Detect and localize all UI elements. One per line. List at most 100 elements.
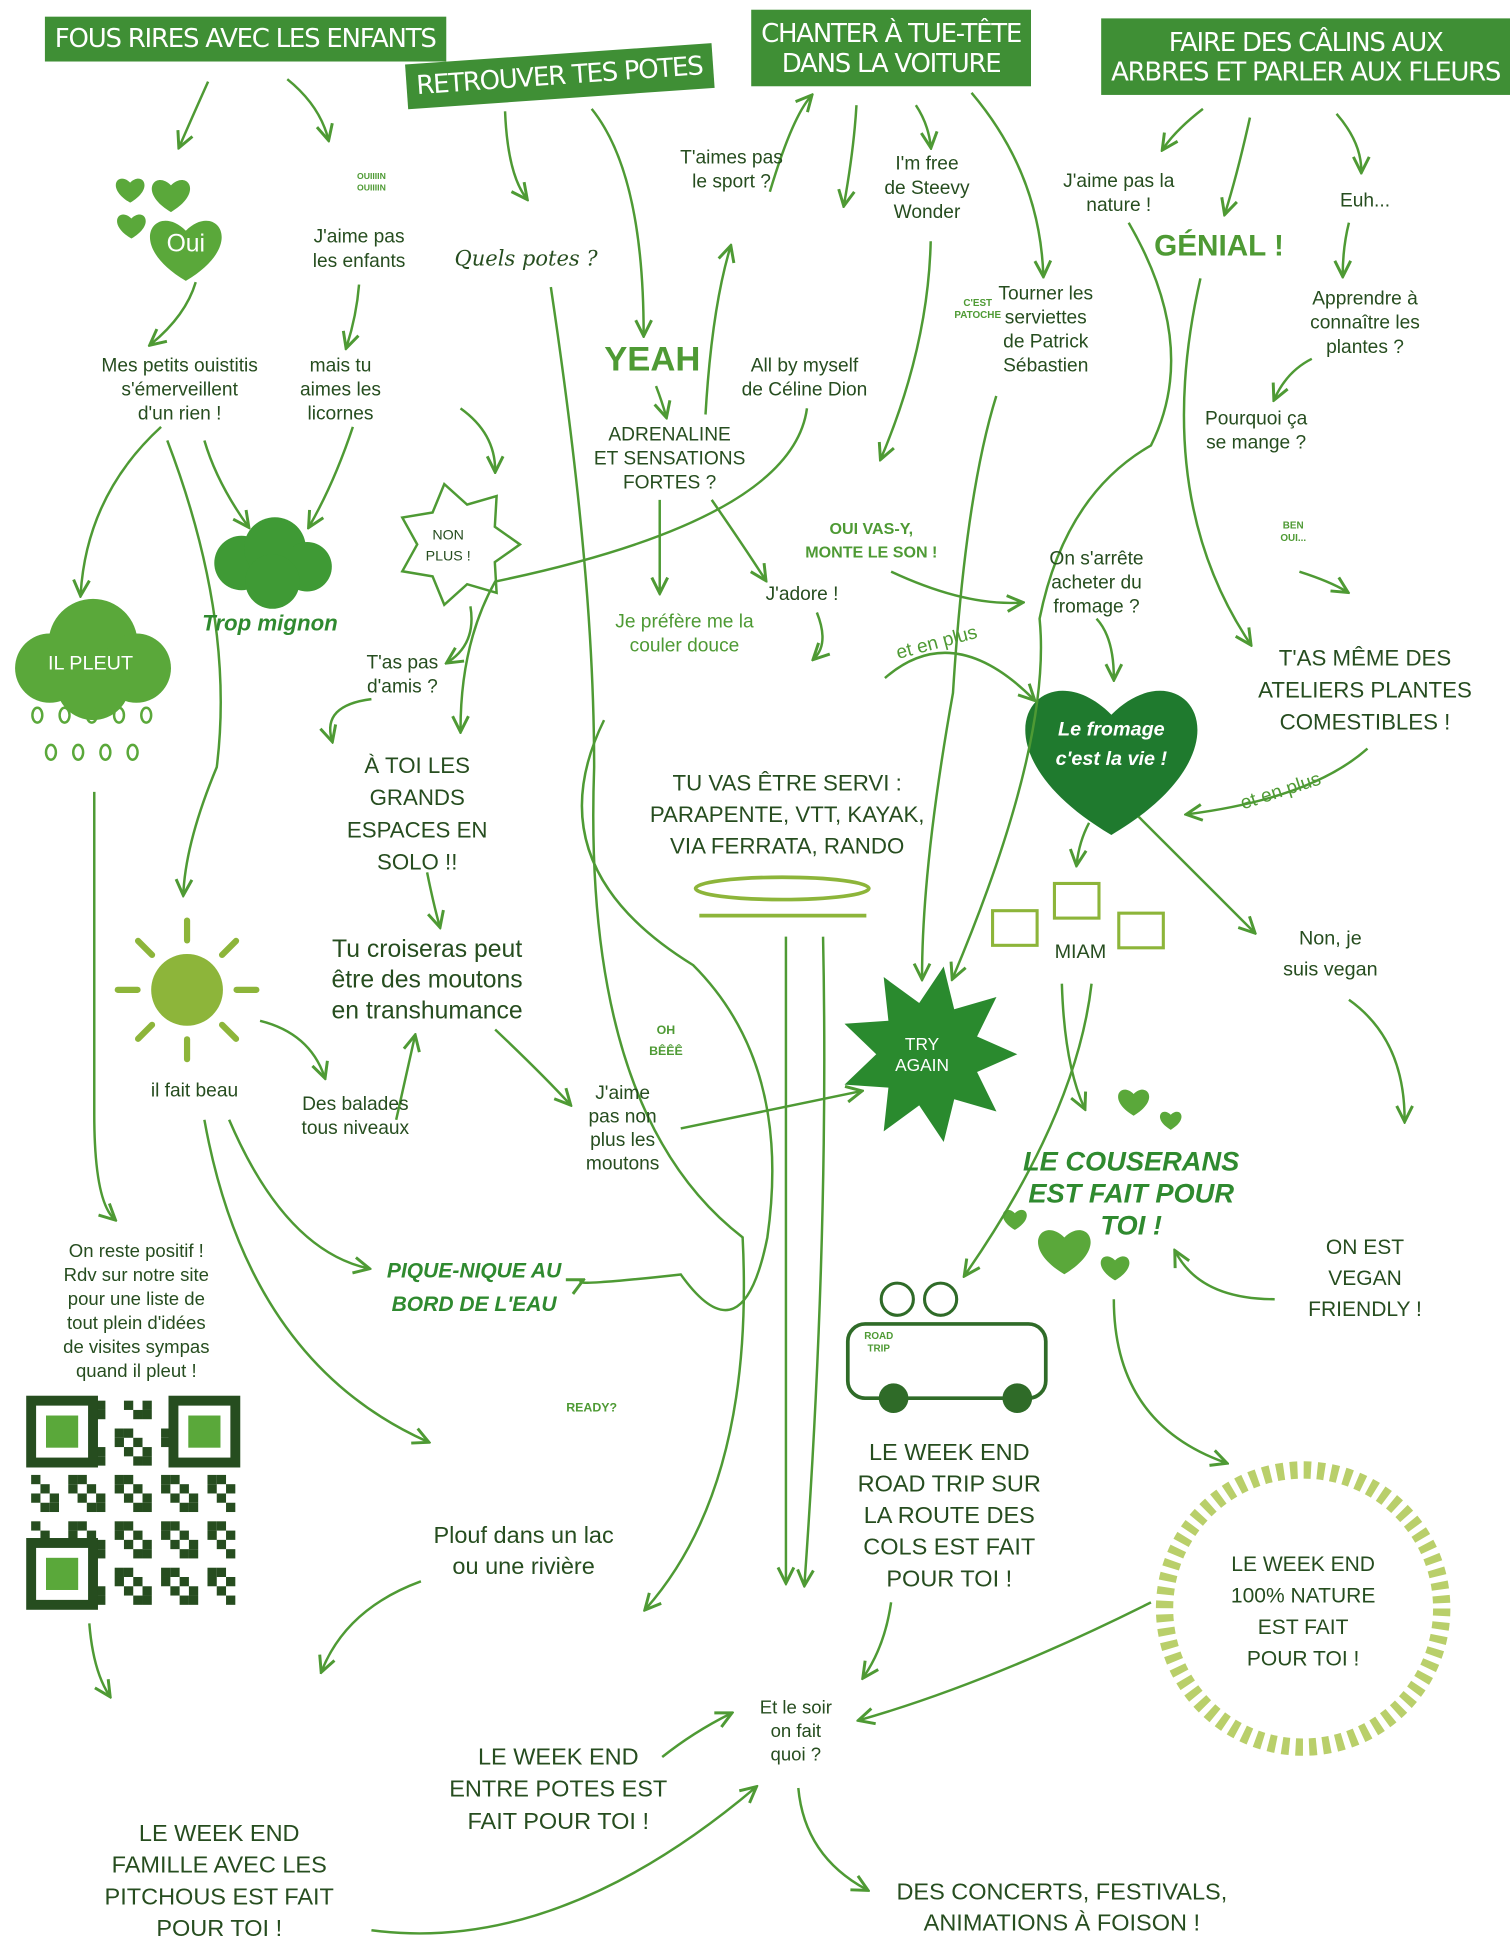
node-text: BEN [1283, 520, 1304, 531]
qr-cell [180, 1484, 189, 1493]
node-text: Plouf dans un lac [433, 1522, 614, 1548]
qr-cell [217, 1568, 226, 1577]
arrow [1163, 109, 1203, 149]
rain-drop [60, 708, 70, 723]
qr-cell [78, 1521, 87, 1530]
node-text: On reste positif ! [69, 1240, 204, 1261]
sun-ray [138, 1025, 152, 1039]
node-text: être des moutons [332, 967, 523, 994]
node-text: T'aimes pas [680, 147, 783, 168]
heart-icon [117, 215, 146, 239]
node-text: ROAD [864, 1331, 893, 1342]
node-text: MIAM [1055, 941, 1107, 963]
qr-cell [115, 1577, 124, 1586]
sun-ray [138, 941, 152, 955]
qr-cell [124, 1521, 133, 1530]
node: NONPLUS ! [426, 528, 471, 565]
node-text: Pourquoi ça [1205, 409, 1308, 430]
node-text: ADRENALINE [608, 425, 730, 446]
qr-cell [189, 1503, 198, 1512]
node-text: SOLO !! [377, 850, 457, 875]
node-text: DES CONCERTS, FESTIVALS, [896, 1878, 1227, 1904]
qr-cell [124, 1447, 133, 1456]
arrow [1299, 572, 1346, 592]
node-text: de Steevy [884, 178, 970, 199]
qr-cell [170, 1521, 179, 1530]
node: Je préfère me lacouler douce [615, 611, 754, 656]
node-text: GÉNIAL ! [1154, 228, 1284, 262]
arrow [1097, 619, 1114, 678]
qr-cell [226, 1596, 235, 1605]
node-text: suis vegan [1283, 958, 1378, 980]
node-text: J'aime pas la [1063, 171, 1175, 192]
qr-cell [124, 1540, 133, 1549]
arrow [427, 872, 439, 925]
node-text: Euh... [1340, 191, 1390, 212]
arrow [1337, 114, 1362, 171]
qr-cell [143, 1410, 152, 1419]
node: LE WEEK ENDFAMILLE AVEC LESPITCHOUS EST … [105, 1820, 334, 1941]
node-text: ATELIERS PLANTES [1258, 678, 1472, 703]
node-text: LE WEEK END [869, 1439, 1030, 1465]
node-text: ROAD TRIP SUR [858, 1471, 1041, 1497]
node-text: POUR TOI ! [1247, 1647, 1360, 1670]
rain-drop [114, 708, 124, 723]
node: J'aime pasles enfants [313, 227, 406, 272]
node: PIQUE-NIQUE AUBORD DE L'EAU [387, 1260, 562, 1316]
arrow [495, 1029, 569, 1103]
qr-cell [170, 1540, 179, 1549]
arrow [1343, 223, 1349, 275]
qr-cell [207, 1568, 216, 1577]
node-text: ou une rivière [452, 1553, 594, 1579]
qr-cell [143, 1401, 152, 1410]
qr-cell [68, 1475, 77, 1484]
qr-cell [115, 1429, 124, 1438]
header-banner: RETROUVER TES POTES [405, 43, 715, 109]
qr-cell [68, 1521, 77, 1530]
node-text: se mange ? [1206, 433, 1306, 454]
node: DES CONCERTS, FESTIVALS,ANIMATIONS À FOI… [896, 1878, 1227, 1935]
qr-cell [226, 1577, 235, 1586]
node-text: EST FAIT POUR [1028, 1177, 1234, 1208]
node: BENOUI... [1280, 520, 1306, 543]
qr-cell [226, 1531, 235, 1540]
bike-wheel [925, 1283, 957, 1315]
qr-cell [133, 1531, 142, 1540]
node-text: PIQUE-NIQUE AU [387, 1260, 562, 1283]
node: On s'arrêteacheter dufromage ? [1049, 548, 1143, 617]
node: LE WEEK END100% NATUREEST FAITPOUR TOI ! [1231, 1553, 1375, 1671]
cloud-icon [245, 554, 299, 608]
qr-cell [161, 1475, 170, 1484]
node-text: pas non [589, 1106, 657, 1127]
qr-cell [124, 1493, 133, 1502]
node-text: on fait [771, 1720, 822, 1741]
node-text: ET SENSATIONS [594, 448, 746, 469]
page: FOUS RIRES AVEC LES ENFANTSRETROUVER TES… [0, 0, 1510, 1955]
arrow [844, 105, 856, 204]
arrow [881, 241, 930, 458]
heart-icon [1038, 1230, 1091, 1274]
node: J'aimepas nonplus lesmoutons [586, 1083, 659, 1175]
qr-cell [133, 1549, 142, 1558]
qr-cell [180, 1531, 189, 1540]
arrow [204, 440, 247, 525]
qr-cell [161, 1521, 170, 1530]
flowchart: FOUS RIRES AVEC LES ENFANTSRETROUVER TES… [0, 0, 1510, 1955]
node-text: POUR TOI ! [156, 1915, 282, 1941]
node-text: Et le soir [760, 1697, 832, 1718]
node-text: TRIP [867, 1343, 890, 1354]
qr-cell [96, 1503, 105, 1512]
node-text: acheter du [1051, 572, 1142, 593]
node-text: ESPACES EN [347, 817, 488, 842]
arrow [1114, 1299, 1225, 1462]
qr-cell [31, 1521, 40, 1530]
node: OUI VAS-Y,MONTE LE SON ! [805, 520, 937, 562]
rain-drop [32, 708, 42, 723]
node-text: YEAH [604, 340, 700, 378]
node-text: d'un rien ! [138, 404, 222, 425]
arrow [330, 699, 371, 740]
